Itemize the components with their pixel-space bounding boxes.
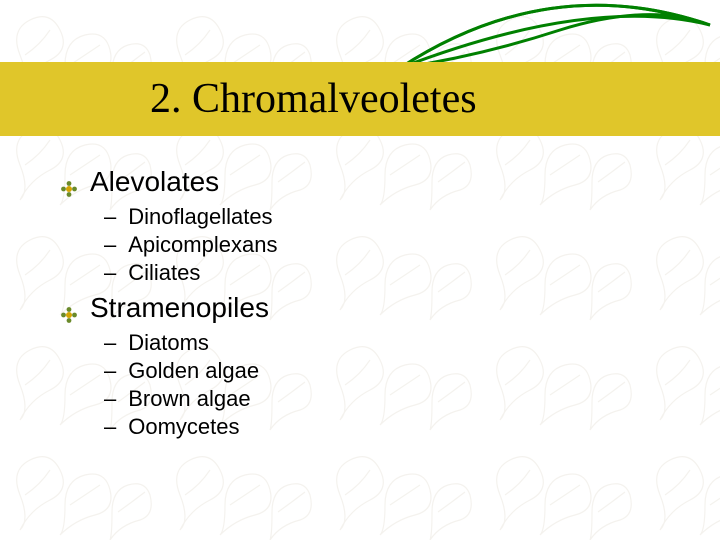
dash-bullet-icon: – <box>104 204 116 230</box>
level1-label: Stramenopiles <box>90 292 269 324</box>
dash-bullet-icon: – <box>104 232 116 258</box>
level2-item: –Oomycetes <box>104 414 277 440</box>
content-area: Alevolates–Dinoflagellates–Apicomplexans… <box>60 160 277 442</box>
level2-item: –Brown algae <box>104 386 277 412</box>
level2-item: –Golden algae <box>104 358 277 384</box>
level1-item: Alevolates <box>60 166 277 198</box>
level2-label: Dinoflagellates <box>128 204 272 230</box>
dash-bullet-icon: – <box>104 386 116 412</box>
title-band: 2. Chromalveoletes <box>0 62 720 136</box>
level2-label: Ciliates <box>128 260 200 286</box>
level1-item: Stramenopiles <box>60 292 277 324</box>
slide-title: 2. Chromalveoletes <box>150 75 477 123</box>
dash-bullet-icon: – <box>104 260 116 286</box>
flower-bullet-icon <box>60 299 78 317</box>
level2-label: Diatoms <box>128 330 209 356</box>
level2-label: Brown algae <box>128 386 250 412</box>
level2-label: Golden algae <box>128 358 259 384</box>
dash-bullet-icon: – <box>104 414 116 440</box>
dash-bullet-icon: – <box>104 330 116 356</box>
flower-bullet-icon <box>60 173 78 191</box>
level2-item: –Ciliates <box>104 260 277 286</box>
level2-label: Apicomplexans <box>128 232 277 258</box>
level2-item: –Dinoflagellates <box>104 204 277 230</box>
level1-label: Alevolates <box>90 166 219 198</box>
level2-label: Oomycetes <box>128 414 239 440</box>
dash-bullet-icon: – <box>104 358 116 384</box>
level2-item: –Diatoms <box>104 330 277 356</box>
level2-item: –Apicomplexans <box>104 232 277 258</box>
